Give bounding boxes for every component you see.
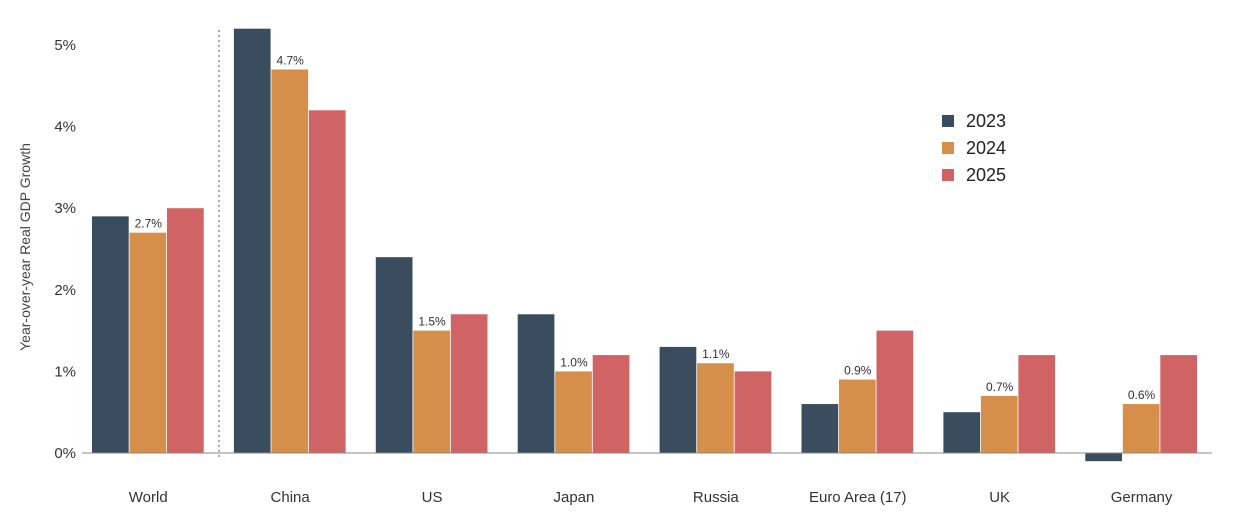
bar-2024-russia bbox=[697, 363, 734, 453]
x-category-label: Euro Area (17) bbox=[809, 489, 907, 506]
bar-2024-china bbox=[271, 69, 309, 453]
x-axis-labels: World China US Japan Russia Euro Area (17) UK G… bbox=[129, 489, 1173, 506]
bar-2023-uk bbox=[943, 412, 981, 453]
bar-2024-germany bbox=[1122, 404, 1160, 453]
data-label: 0.7% bbox=[986, 380, 1014, 394]
y-tick-label: 1% bbox=[54, 363, 76, 380]
bar-2025-uk bbox=[1018, 355, 1056, 453]
bar-2023-japan bbox=[517, 314, 555, 453]
y-axis-title: Year-over-year Real GDP Growth bbox=[17, 143, 33, 351]
bar-2025-world bbox=[167, 208, 204, 453]
bar-2024-us bbox=[413, 330, 450, 453]
y-tick-label: 3% bbox=[54, 200, 76, 217]
bar-2023-russia bbox=[659, 346, 697, 453]
y-tick-label: 4% bbox=[54, 119, 76, 136]
data-labels-group: 2.7% 4.7% 1.5% 1.0% 1.1% 0.9% 0.7% 0.6% bbox=[135, 53, 1156, 402]
bar-2025-japan bbox=[592, 355, 630, 453]
x-category-label: Japan bbox=[554, 489, 595, 506]
legend: 2023 2024 2025 bbox=[942, 111, 1006, 185]
legend-label-2024: 2024 bbox=[966, 138, 1006, 158]
y-axis-ticks: 0% 1% 2% 3% 4% 5% bbox=[54, 37, 76, 462]
x-category-label: UK bbox=[989, 489, 1010, 506]
data-label: 1.5% bbox=[418, 315, 446, 329]
bar-2025-germany bbox=[1160, 355, 1197, 453]
y-tick-label: 5% bbox=[54, 37, 76, 54]
legend-swatch-2025 bbox=[942, 169, 954, 181]
x-category-label: World bbox=[129, 489, 168, 506]
data-label: 1.1% bbox=[702, 347, 730, 361]
bar-2025-euro-area-17- bbox=[876, 330, 914, 453]
data-label: 2.7% bbox=[135, 217, 163, 231]
bar-2023-world bbox=[92, 216, 129, 453]
bar-2024-uk bbox=[980, 395, 1018, 453]
bar-2023-china bbox=[233, 28, 271, 454]
y-tick-label: 0% bbox=[54, 445, 76, 462]
bar-2024-japan bbox=[555, 371, 592, 453]
bar-2024-euro-area-17- bbox=[839, 379, 876, 453]
legend-label-2025: 2025 bbox=[966, 165, 1006, 185]
legend-swatch-2023 bbox=[942, 115, 954, 127]
x-category-label: US bbox=[422, 489, 443, 506]
bar-2023-euro-area-17- bbox=[801, 404, 839, 453]
x-category-label: China bbox=[271, 489, 311, 506]
x-category-label: Russia bbox=[693, 489, 740, 506]
bar-2024-world bbox=[129, 232, 167, 453]
legend-label-2023: 2023 bbox=[966, 111, 1006, 131]
x-category-label: Germany bbox=[1111, 489, 1173, 506]
bar-2025-china bbox=[308, 110, 346, 453]
bar-2025-us bbox=[450, 314, 488, 453]
bar-2023-germany bbox=[1085, 453, 1122, 462]
data-label: 0.6% bbox=[1128, 388, 1156, 402]
legend-swatch-2024 bbox=[942, 142, 954, 154]
data-label: 0.9% bbox=[844, 364, 872, 378]
data-label: 4.7% bbox=[276, 53, 304, 67]
bar-2023-us bbox=[375, 257, 413, 453]
y-axis-title-text: Year-over-year Real GDP Growth bbox=[17, 143, 33, 351]
data-label: 1.0% bbox=[560, 355, 588, 369]
y-tick-label: 2% bbox=[54, 282, 76, 299]
bar-2025-russia bbox=[734, 371, 772, 453]
bars-group bbox=[92, 28, 1197, 462]
